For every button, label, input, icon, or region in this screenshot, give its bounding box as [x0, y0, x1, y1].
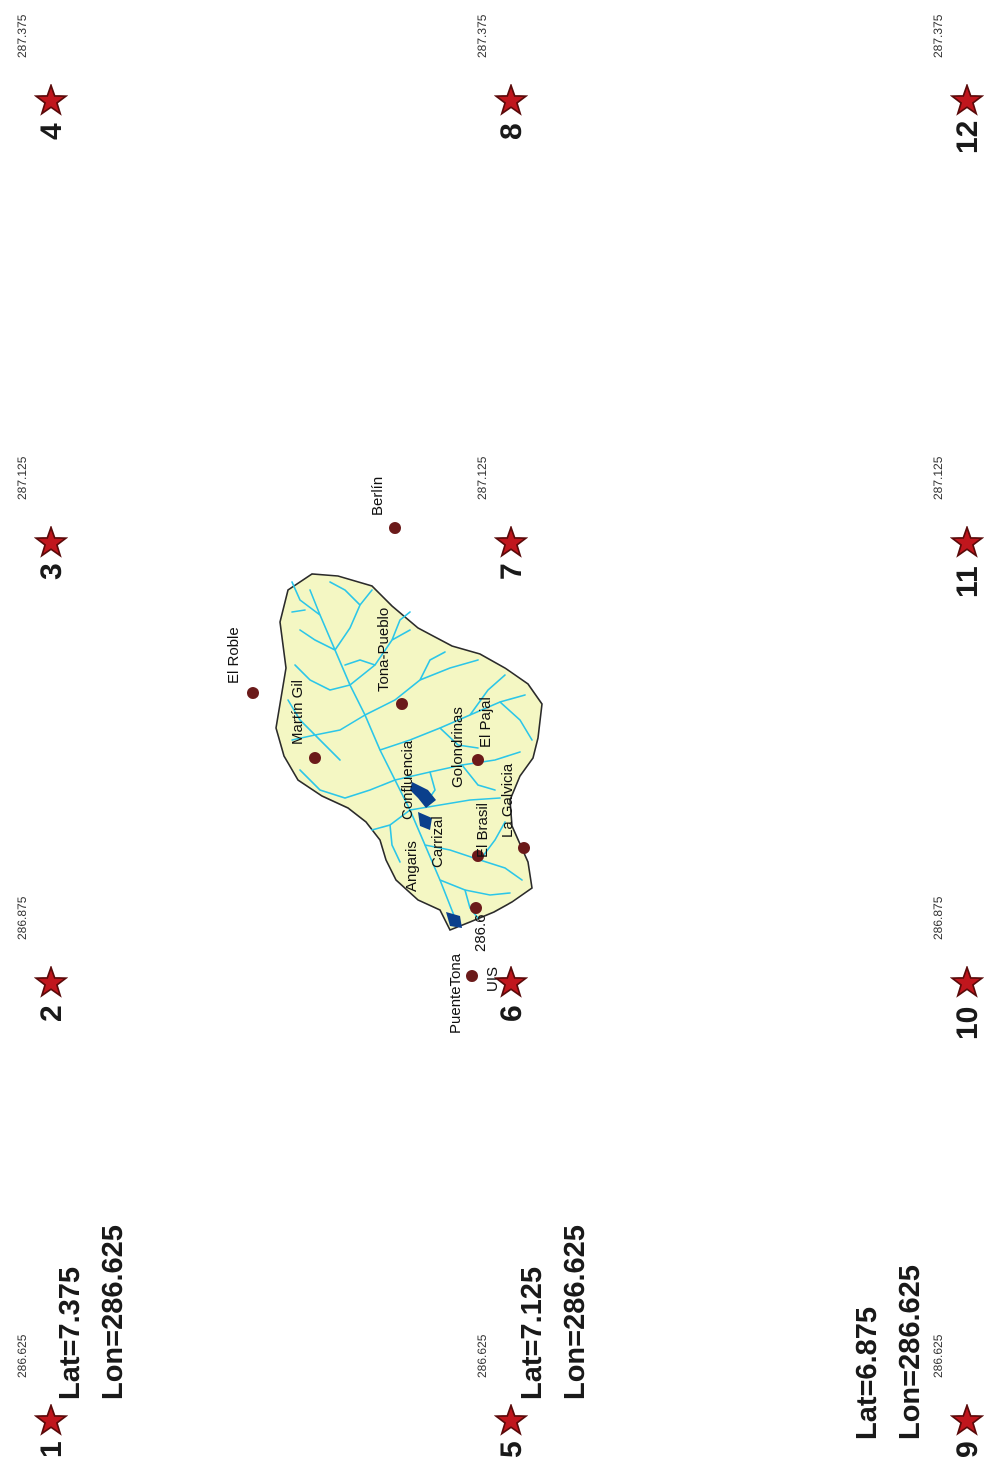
reservoir-upper: [410, 782, 436, 808]
station-dot-uis: [466, 970, 478, 982]
tributary: [299, 629, 336, 651]
tributary: [329, 581, 361, 606]
station-label: Berlín: [369, 477, 386, 516]
point-number: 6: [495, 1005, 528, 1022]
tributary: [299, 769, 396, 799]
tributary: [291, 609, 306, 613]
tributary: [294, 664, 351, 691]
station-dot-el-pajal: [472, 754, 484, 766]
point-number: 11: [951, 566, 984, 598]
tributary: [287, 699, 341, 761]
row-coordinate-labels: Lat=7.375 Lon=286.625 Lat=7.125 Lon=286.…: [54, 1225, 926, 1440]
tributary: [439, 879, 511, 896]
point-number: 12: [951, 121, 984, 154]
point-number: 10: [951, 1007, 984, 1040]
point-lon-label: 286.625: [931, 1334, 945, 1378]
station-dot-el-brasil: [472, 850, 484, 862]
station-label: Martín Gil: [289, 680, 306, 745]
star-point-9: [951, 1404, 983, 1435]
basin-outline: [275, 573, 543, 932]
tributary: [334, 589, 373, 651]
station-markers: [247, 522, 530, 982]
river-network: [287, 581, 533, 919]
row-lon-label: Lon=286.625: [559, 1225, 591, 1400]
station-label: El Pajal: [477, 697, 494, 748]
star-point-10: [951, 966, 983, 997]
reservoirs: [410, 782, 462, 928]
tributary: [419, 651, 446, 681]
star-point-2: [35, 966, 67, 997]
row-lon-label: Lon=286.625: [97, 1225, 129, 1400]
point-lon-label: 286.875: [15, 896, 29, 940]
tributary: [379, 694, 526, 751]
reservoir-lower: [446, 912, 462, 928]
point-number: 3: [35, 563, 68, 580]
point-number: 9: [951, 1441, 984, 1458]
station-label: Tona-Pueblo: [375, 608, 392, 692]
tributary: [409, 797, 501, 811]
grid-point-lon-labels: 286.625 286.875 287.125 287.375 286.625 …: [15, 14, 945, 1378]
station-dot-tona-pueblo: [396, 698, 408, 710]
star-point-11: [951, 526, 983, 557]
point-number: 1: [35, 1441, 68, 1458]
row-lat-label: Lat=6.875: [851, 1307, 883, 1440]
star-point-5: [495, 1404, 527, 1435]
point-number: 2: [35, 1005, 68, 1022]
station-dot-martin-gil: [309, 752, 321, 764]
point-number: 4: [35, 123, 68, 140]
station-label: El Brasil: [474, 803, 491, 858]
tributary: [291, 581, 321, 616]
tributary: [439, 727, 479, 749]
station-label: Golondrinas: [449, 707, 466, 788]
station-label: Angaris: [403, 841, 420, 892]
station-label: Confluencia: [399, 740, 416, 820]
star-point-3: [35, 526, 67, 557]
station-label: La Galvicia: [499, 763, 516, 838]
station-labels: El Roble Berlín Martín Gil Tona-Pueblo C…: [225, 477, 516, 1034]
row-lon-label: Lon=286.625: [894, 1265, 926, 1440]
point-lon-label: 287.125: [931, 456, 945, 500]
station-dot-la-galvicia: [518, 842, 530, 854]
reservoir-mid: [418, 812, 432, 830]
station-label: 286.6: [472, 914, 489, 952]
point-lon-label: 287.375: [931, 14, 945, 58]
point-number: 8: [495, 123, 528, 140]
row-lat-label: Lat=7.125: [516, 1267, 548, 1400]
station-label: El Roble: [225, 627, 242, 684]
point-number: 5: [495, 1441, 528, 1458]
star-point-7: [495, 526, 527, 557]
tributary: [349, 629, 411, 686]
station-label: Carrizal: [429, 816, 446, 868]
point-number: 7: [495, 563, 528, 580]
star-point-1: [35, 1404, 67, 1435]
tributary: [291, 714, 366, 741]
point-lon-label: 287.375: [475, 14, 489, 58]
point-lon-label: 287.125: [15, 456, 29, 500]
point-lon-label: 286.875: [931, 896, 945, 940]
point-lon-label: 286.625: [15, 1334, 29, 1378]
station-label: UIS: [484, 967, 501, 992]
point-lon-label: 287.125: [475, 456, 489, 500]
star-point-8: [495, 84, 527, 115]
tributary: [479, 821, 506, 861]
station-dot-el-roble: [247, 687, 259, 699]
tributary: [469, 674, 506, 716]
station-dot-berlin: [389, 522, 401, 534]
river-basin: [275, 573, 543, 932]
tributary: [344, 659, 376, 666]
tributary: [391, 611, 411, 641]
tributary: [461, 764, 496, 791]
station-label: PuenteTona: [447, 953, 464, 1034]
star-point-12: [951, 84, 983, 115]
star-point-4: [35, 84, 67, 115]
tributary: [499, 701, 533, 741]
point-lon-label: 287.375: [15, 14, 29, 58]
station-dot-puente-tona: [470, 902, 482, 914]
grid-point-numbers: 1 2 3 4 5 6 7 8 9 10 11 12: [35, 121, 984, 1458]
row-lat-label: Lat=7.375: [54, 1267, 86, 1400]
point-lon-label: 286.625: [475, 1334, 489, 1378]
tributary: [389, 824, 401, 863]
